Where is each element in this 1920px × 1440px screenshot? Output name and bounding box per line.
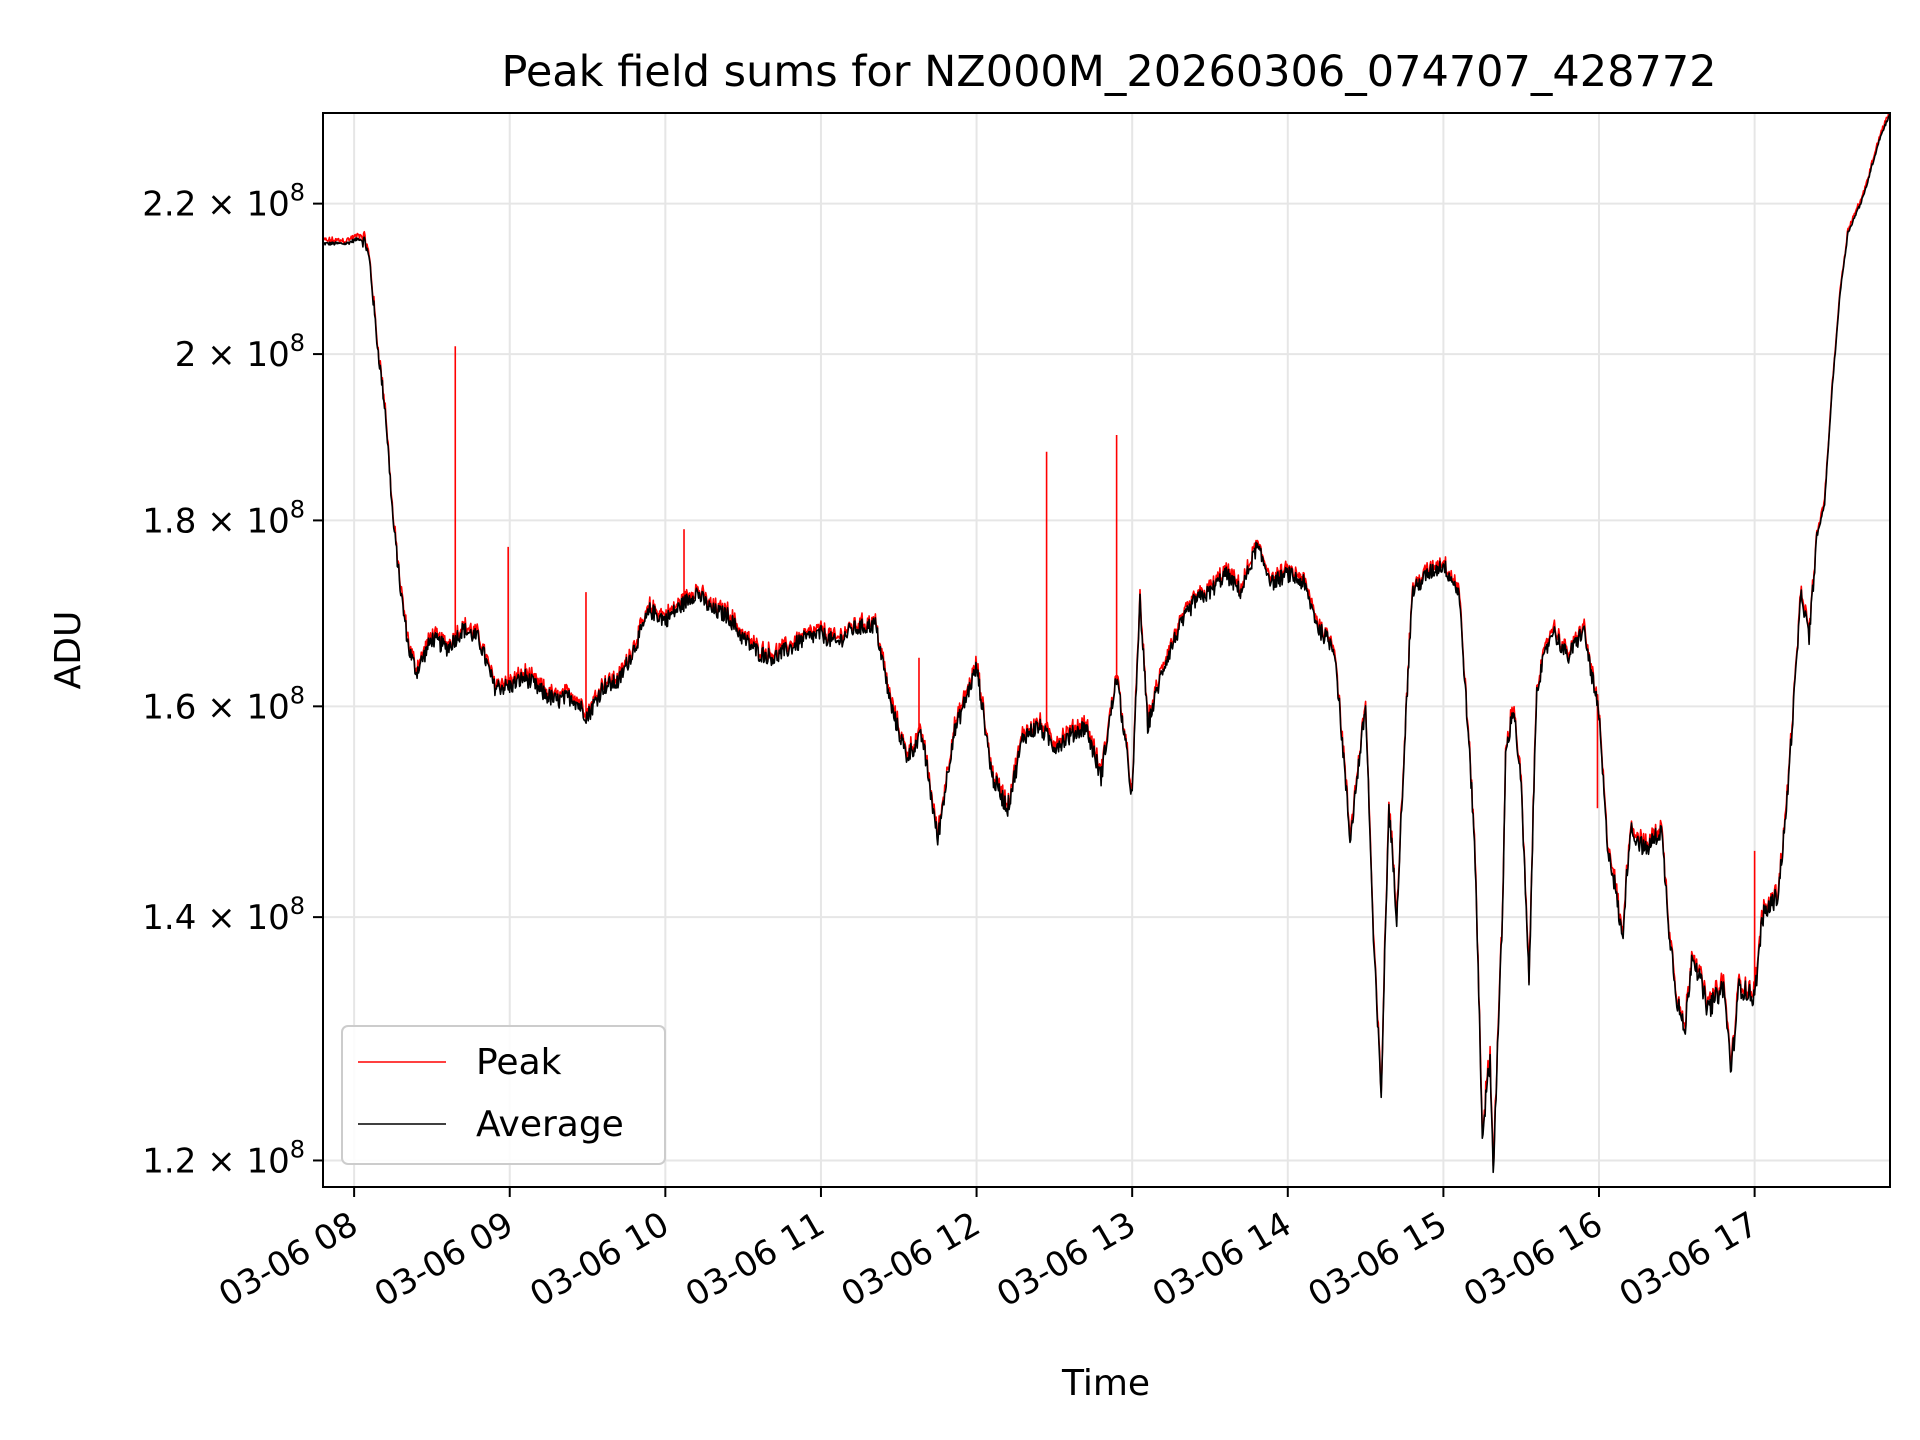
series-group: [323, 113, 1890, 1174]
plot-frame: [322, 112, 1891, 1188]
y-tick-label: 1.2 × 108: [142, 1135, 305, 1181]
y-tick-base: × 10: [207, 185, 290, 225]
y-tick-base: × 10: [207, 501, 290, 541]
y-tick-exponent: 8: [290, 681, 305, 709]
y-tick-exponent: 8: [290, 179, 305, 207]
legend: Peak Average: [341, 1025, 666, 1165]
peak-spikes: [454, 346, 1756, 995]
y-tick-exponent: 8: [290, 495, 305, 523]
x-axis-label: Time: [1061, 1363, 1150, 1404]
y-tick-label: 1.4 × 108: [142, 892, 305, 938]
y-tick-label: 1.8 × 108: [142, 495, 305, 541]
y-tick-exponent: 8: [290, 1135, 305, 1163]
y-tick-exponent: 8: [290, 892, 305, 920]
y-tick-label: 1.6 × 108: [142, 681, 305, 727]
y-tick-label: 2.2 × 108: [142, 179, 305, 225]
y-tick-base: × 10: [207, 1141, 290, 1181]
y-tick-base: × 10: [207, 335, 290, 375]
average-series-line: [323, 113, 1890, 1174]
legend-peak-label: Peak: [476, 1042, 562, 1083]
y-tick-mantissa: 2.2: [142, 185, 207, 225]
y-tick-mantissa: 1.4: [142, 898, 207, 938]
chart-title: Peak field sums for NZ000M_20260306_0747…: [501, 47, 1716, 97]
y-tick-mantissa: 1.8: [142, 501, 207, 541]
y-axis-label: ADU: [48, 611, 89, 690]
legend-average-label: Average: [476, 1104, 624, 1145]
y-tick-mantissa: 2: [175, 335, 207, 375]
grid: [323, 113, 1890, 1187]
y-tick-exponent: 8: [290, 329, 305, 357]
y-tick-mantissa: 1.2: [142, 1141, 207, 1181]
legend-box: [341, 1025, 666, 1165]
y-tick-base: × 10: [207, 898, 290, 938]
y-tick-label: 2 × 108: [175, 329, 305, 375]
y-tick-mantissa: 1.6: [142, 687, 207, 727]
y-tick-base: × 10: [207, 687, 290, 727]
